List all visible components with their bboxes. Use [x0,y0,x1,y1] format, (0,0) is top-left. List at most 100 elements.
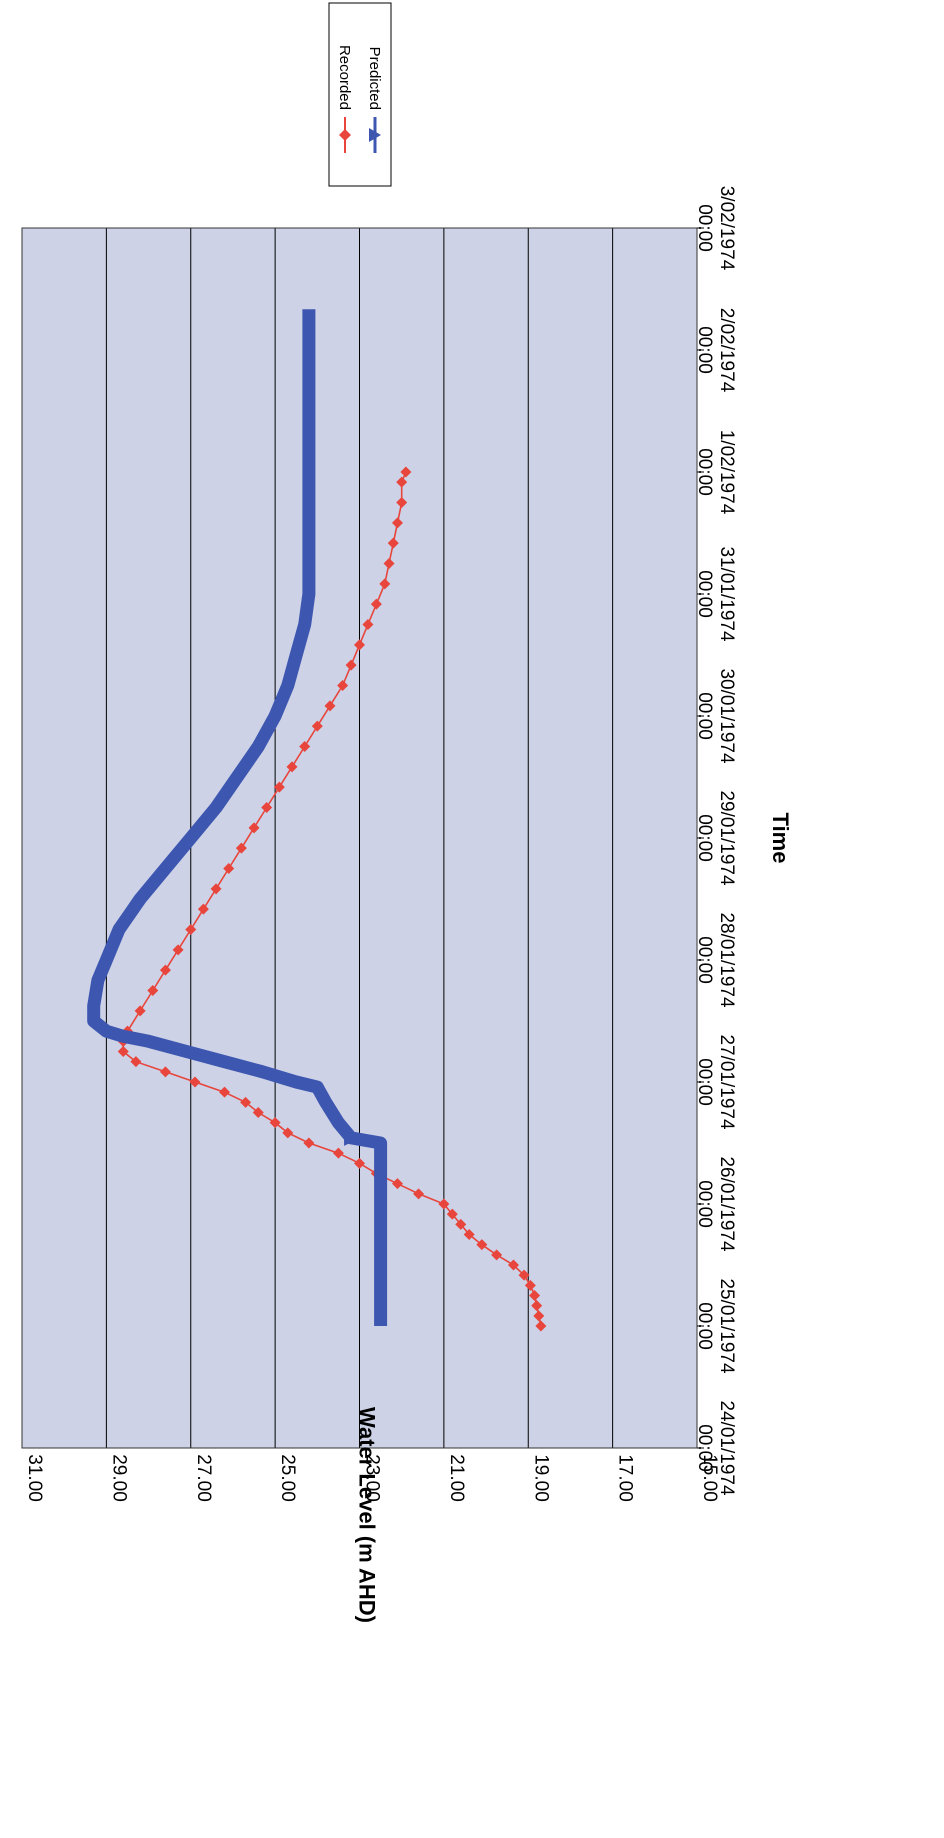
data-point-recorded [235,842,247,854]
y-tick-label: 25.00 [277,1454,298,1502]
data-point-recorded [524,1279,536,1291]
x-tick-time: 00:00 [694,448,715,496]
data-point-recorded [273,781,285,793]
x-tick-date: 3/02/1974 [716,186,737,271]
x-tick-time: 00:00 [694,1180,715,1228]
plot-layer [21,227,704,1449]
x-tick-time: 00:00 [694,1058,715,1106]
data-point-recorded [446,1208,458,1220]
data-point-recorded [286,761,298,773]
data-point-recorded [311,720,323,732]
data-point-recorded [438,1198,450,1210]
x-tick-time: 00:00 [694,692,715,740]
x-tick-time: 00:00 [694,1302,715,1350]
x-tick-date: 26/01/1974 [716,1156,737,1252]
data-point-recorded [223,863,235,874]
x-tick-date: 29/01/1974 [716,790,737,886]
data-point-predicted [344,1129,361,1146]
x-tick-date: 25/01/1974 [716,1278,737,1374]
data-point-recorded [210,883,222,895]
y-tick-label: 29.00 [108,1454,129,1502]
data-point-recorded [345,659,357,671]
x-tick-date: 31/01/1974 [716,546,737,642]
data-point-recorded [303,1137,315,1149]
x-tick-label: 25/01/197400:00 [694,1278,737,1374]
y-tick-label: 21.00 [446,1454,467,1502]
data-point-recorded [396,476,408,488]
data-point-recorded [400,466,412,478]
x-tick-date: 2/02/1974 [716,308,737,393]
y-tick-label: 23.00 [362,1454,383,1502]
x-tick-date: 30/01/1974 [716,668,737,764]
data-point-recorded [172,944,184,956]
x-tick-date: 28/01/1974 [716,912,737,1008]
legend-label: Recorded [336,45,353,110]
y-tick-label: 27.00 [193,1454,214,1502]
data-point-recorded [370,598,382,610]
x-tick-label: 1/02/197400:00 [694,430,737,515]
x-tick-time: 00:00 [694,936,715,984]
data-point-recorded [324,700,336,712]
data-point-recorded [379,578,391,590]
data-point-recorded [391,1178,403,1190]
data-point-recorded [332,1147,344,1159]
data-point-recorded [117,1046,129,1057]
data-point-recorded [197,903,209,915]
data-point-recorded [130,1056,142,1068]
x-tick-label: 2/02/197400:00 [694,308,737,393]
data-point-recorded [240,1096,252,1108]
data-point-recorded [362,619,374,630]
y-tick-label: 17.00 [615,1454,636,1502]
legend-label: Predicted [366,47,383,110]
x-tick-time: 00:00 [694,570,715,618]
y-tick-label: 31.00 [24,1454,45,1502]
x-tick-label: 30/01/197400:00 [694,668,737,764]
data-point-recorded [261,802,273,813]
data-point-recorded [507,1259,519,1271]
data-point-recorded [491,1249,503,1261]
data-point-recorded [518,1269,530,1281]
data-point-recorded [463,1229,475,1240]
x-tick-label: 27/01/197400:00 [694,1034,737,1130]
data-point-recorded [387,537,399,549]
x-tick-label: 31/01/197400:00 [694,546,737,642]
data-point-recorded [159,964,171,976]
y-axis-title: Water Level (m AHD) [355,1407,380,1623]
data-point-recorded [535,1320,547,1332]
data-point-recorded [391,517,403,529]
data-point-recorded [354,639,365,651]
data-point-recorded [354,1157,365,1169]
data-point-recorded [533,1310,545,1322]
data-point-recorded [529,1290,541,1301]
legend: Recorded Predicted [328,2,392,187]
data-point-recorded [413,1188,425,1200]
x-axis-title: Time [768,813,793,864]
y-tick-label: 19.00 [530,1454,551,1502]
x-tick-date: 27/01/1974 [716,1034,737,1130]
data-point-recorded [147,985,159,996]
data-point-recorded [159,1066,171,1078]
x-tick-time: 00:00 [694,1424,715,1472]
axis-labels: 15.00 17.00 19.00 21.00 23.00 25.00 27.00 29.00… [24,186,793,1623]
data-point-recorded [248,822,260,834]
data-point-recorded [383,558,395,569]
legend-box [328,2,392,187]
data-point-recorded [396,497,408,508]
legend-marker-triangle [369,128,381,142]
data-point-recorded [476,1239,488,1251]
data-point-recorded [455,1218,467,1230]
data-point-recorded [189,1076,201,1088]
x-tick-label: 28/01/197400:00 [694,912,737,1008]
data-point-recorded [134,1005,146,1017]
data-point-recorded [337,680,349,691]
x-tick-label: 26/01/197400:00 [694,1156,737,1252]
x-tick-label: 3/02/197400:00 [694,186,737,271]
data-point-recorded [269,1117,281,1129]
x-tick-date: 1/02/1974 [716,430,737,515]
x-tick-time: 00:00 [694,204,715,252]
data-point-recorded [282,1127,294,1139]
series-line-predicted [87,309,388,1326]
data-point-recorded [252,1107,264,1118]
y-tick-label: 15.00 [699,1454,720,1502]
